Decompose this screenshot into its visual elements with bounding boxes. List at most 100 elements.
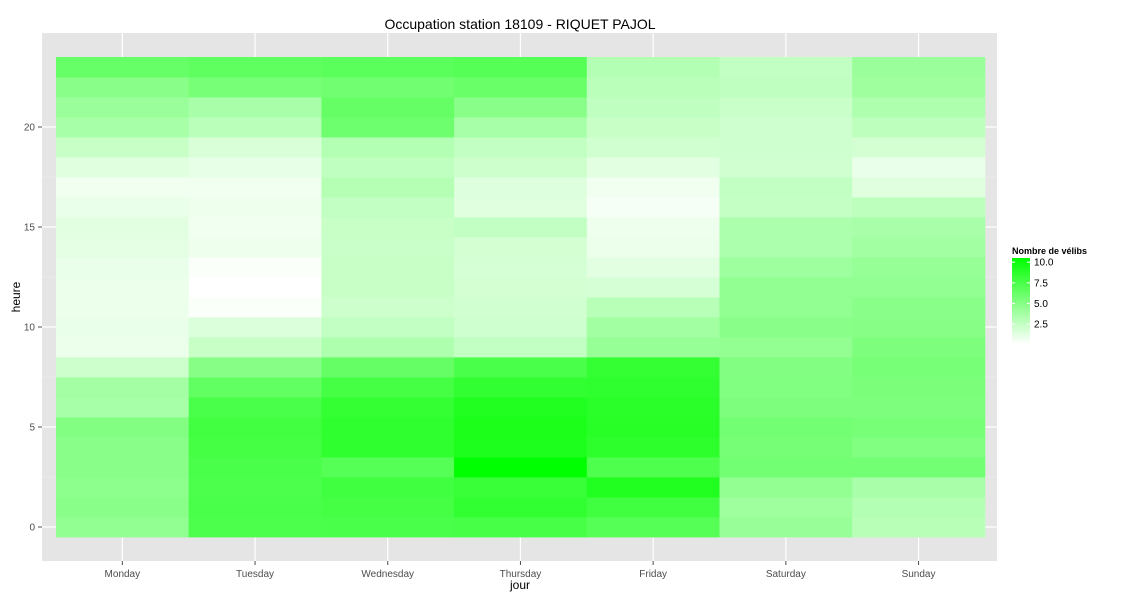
y-tick-label: 5 <box>29 423 35 434</box>
x-tick-label-sunday: Sunday <box>902 569 936 580</box>
legend-tick-label: 10.0 <box>1034 258 1054 269</box>
heatmap-cell <box>852 497 986 518</box>
heatmap-cell <box>56 457 190 478</box>
heatmap-cell <box>56 77 190 98</box>
heatmap-cell <box>321 357 455 378</box>
color-legend: Nombre de vélibs 10.0 7.5 5.0 2.5 <box>1012 246 1087 344</box>
heatmap-cell <box>852 297 986 318</box>
heatmap-cell <box>321 157 455 178</box>
heatmap-cell <box>586 257 720 278</box>
y-tick-label: 0 <box>29 523 35 534</box>
heatmap-cell <box>56 477 190 498</box>
heatmap-cell <box>852 57 986 78</box>
heatmap-cell <box>321 377 455 398</box>
legend-tick-label: 5.0 <box>1034 299 1048 310</box>
heatmap-cell <box>321 137 455 158</box>
heatmap-cell <box>719 237 853 258</box>
heatmap-cell <box>188 157 322 178</box>
heatmap-cell <box>454 397 588 418</box>
heatmap-cell <box>586 137 720 158</box>
heatmap-cell <box>188 397 322 418</box>
heatmap-cell <box>719 457 853 478</box>
heatmap-cell <box>586 377 720 398</box>
heatmap-cell <box>188 57 322 78</box>
x-tick-label-friday: Friday <box>639 569 667 580</box>
heatmap-cell <box>56 257 190 278</box>
heatmap-cell <box>586 357 720 378</box>
heatmap-cell <box>719 297 853 318</box>
x-tick-label-tuesday: Tuesday <box>236 569 274 580</box>
heatmap-cell <box>454 97 588 118</box>
heatmap-cell <box>321 77 455 98</box>
heatmap-cell <box>454 457 588 478</box>
heatmap-cell <box>586 157 720 178</box>
heatmap-cell <box>454 137 588 158</box>
heatmap-cell <box>321 57 455 78</box>
heatmap-cell <box>454 257 588 278</box>
heatmap-cell <box>188 357 322 378</box>
x-axis: Monday Tuesday Wednesday Thursday Friday Satu… <box>105 561 936 580</box>
heatmap-cell <box>188 337 322 358</box>
legend-color-bar <box>1012 258 1030 344</box>
heatmap-cell <box>586 417 720 438</box>
heatmap-cell <box>56 397 190 418</box>
heatmap-cell <box>454 297 588 318</box>
heatmap-cell <box>454 157 588 178</box>
heatmap-cell <box>56 377 190 398</box>
heatmap-cell <box>454 337 588 358</box>
heatmap-cell <box>852 177 986 198</box>
heatmap-cell <box>56 517 190 538</box>
heatmap-cell <box>188 137 322 158</box>
heatmap-cell <box>852 437 986 458</box>
heatmap-cells <box>56 57 986 538</box>
heatmap-cell <box>56 157 190 178</box>
heatmap-cell <box>454 437 588 458</box>
heatmap-cell <box>852 137 986 158</box>
heatmap-cell <box>188 77 322 98</box>
heatmap-cell <box>454 277 588 298</box>
heatmap-cell <box>719 77 853 98</box>
heatmap-cell <box>188 377 322 398</box>
heatmap-cell <box>586 437 720 458</box>
heatmap-cell <box>719 257 853 278</box>
heatmap-cell <box>852 357 986 378</box>
heatmap-cell <box>56 137 190 158</box>
heatmap-cell <box>188 177 322 198</box>
heatmap-cell <box>586 97 720 118</box>
heatmap-cell <box>56 317 190 338</box>
heatmap-cell <box>321 477 455 498</box>
heatmap-cell <box>321 497 455 518</box>
heatmap-cell <box>454 497 588 518</box>
heatmap-cell <box>719 417 853 438</box>
heatmap-cell <box>586 57 720 78</box>
heatmap-cell <box>719 217 853 238</box>
heatmap-cell <box>852 397 986 418</box>
y-tick-label: 20 <box>24 123 36 134</box>
heatmap-cell <box>454 417 588 438</box>
heatmap-cell <box>188 277 322 298</box>
heatmap-cell <box>454 517 588 538</box>
heatmap-cell <box>321 397 455 418</box>
heatmap-cell <box>719 397 853 418</box>
heatmap-cell <box>586 277 720 298</box>
heatmap-cell <box>321 237 455 258</box>
heatmap-cell <box>188 497 322 518</box>
heatmap-cell <box>321 97 455 118</box>
heatmap-cell <box>188 477 322 498</box>
heatmap-cell <box>188 257 322 278</box>
heatmap-cell <box>852 377 986 398</box>
heatmap-cell <box>852 517 986 538</box>
chart-title: Occupation station 18109 - RIQUET PAJOL <box>384 16 655 32</box>
heatmap-cell <box>852 257 986 278</box>
heatmap-cell <box>321 177 455 198</box>
heatmap-cell <box>56 217 190 238</box>
heatmap-cell <box>56 237 190 258</box>
heatmap-cell <box>321 457 455 478</box>
heatmap-cell <box>852 117 986 138</box>
heatmap-cell <box>56 97 190 118</box>
heatmap-cell <box>719 277 853 298</box>
x-tick-label-thursday: Thursday <box>500 569 542 580</box>
heatmap-cell <box>719 337 853 358</box>
heatmap-cell <box>586 477 720 498</box>
